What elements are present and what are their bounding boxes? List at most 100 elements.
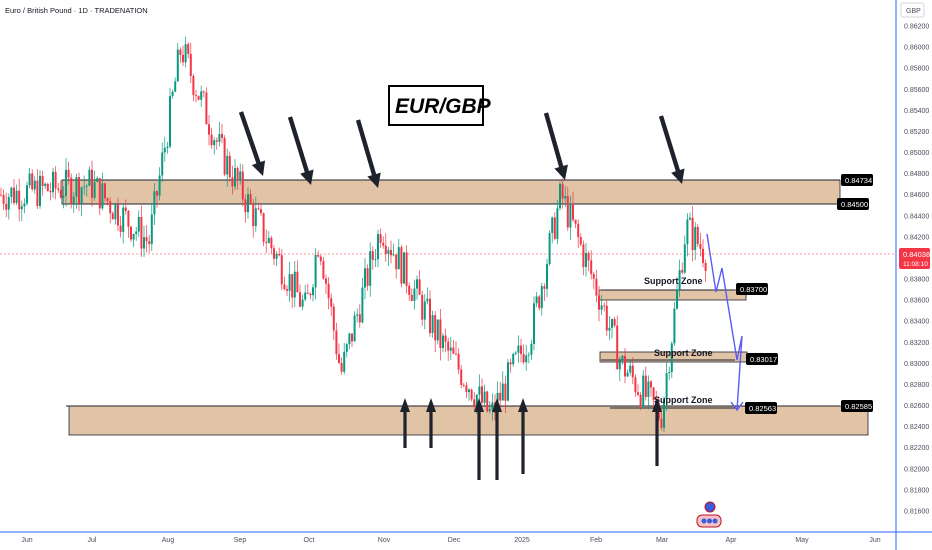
- price-axis[interactable]: 0.86200 0.86000 0.85800 0.85600 0.85400 0.852…: [904, 24, 929, 516]
- candle-body: [577, 223, 580, 238]
- candle-body: [647, 381, 650, 397]
- candle-body: [475, 394, 478, 407]
- candle-body: [114, 203, 117, 220]
- support-zone-1: [598, 289, 747, 301]
- candle-body: [442, 335, 444, 348]
- candle-body: [80, 187, 83, 204]
- chart-title-box[interactable]: EUR/GBP: [388, 85, 492, 126]
- candle-body: [452, 347, 455, 354]
- candle-body: [179, 49, 182, 55]
- candle-body: [473, 399, 476, 407]
- candle-body: [561, 183, 564, 199]
- candle-body: [36, 180, 39, 206]
- candle-body: [483, 391, 486, 403]
- candle-body: [93, 181, 96, 198]
- candle-body: [306, 292, 309, 294]
- candle-body: [504, 383, 507, 401]
- up-arrow-icon: [518, 398, 528, 474]
- candle-body: [327, 283, 330, 299]
- candle-body: [439, 319, 442, 348]
- y-tick-label: 0.85000: [904, 150, 929, 157]
- y-tick-label: 0.84400: [904, 213, 929, 220]
- candle-body: [413, 288, 416, 301]
- candle-body: [590, 260, 593, 275]
- candle-body: [540, 286, 543, 309]
- x-tick-label: Oct: [304, 537, 315, 544]
- candle-body: [613, 318, 616, 326]
- candle-body: [460, 369, 463, 386]
- candle-body: [538, 296, 541, 309]
- candle-body: [2, 195, 5, 204]
- candle-body: [182, 54, 184, 63]
- candle-body: [218, 134, 221, 142]
- y-tick-label: 0.85400: [904, 108, 929, 115]
- candle-body: [140, 216, 143, 249]
- candle-body: [62, 195, 65, 198]
- candle-body: [361, 287, 364, 323]
- up-arrow-icon: [492, 398, 502, 480]
- x-tick-label: Nov: [378, 537, 391, 544]
- candle-body: [525, 355, 528, 363]
- candle-body: [13, 187, 15, 203]
- price-tag-text: 0.82585: [845, 402, 872, 411]
- symbol-title[interactable]: Euro / British Pound · 1D · TRADENATION: [5, 6, 148, 15]
- candle-body: [132, 233, 135, 240]
- candle-body: [153, 191, 156, 215]
- candle-body: [704, 262, 707, 271]
- candle-body: [447, 341, 450, 351]
- candle-body: [660, 418, 663, 428]
- candle-body: [28, 173, 31, 186]
- candle-body: [5, 203, 8, 210]
- plot-area[interactable]: [0, 0, 896, 532]
- time-axis[interactable]: Jun Jul Aug Sep Oct Nov Dec 2025 Feb Mar Apr May Jun: [21, 537, 880, 544]
- candle-body: [169, 96, 171, 147]
- candle-body: [384, 245, 387, 254]
- down-arrow-icon: [658, 115, 685, 184]
- candle-body: [520, 345, 522, 354]
- candle-body: [600, 305, 603, 310]
- price-tag-text: 0.83017: [750, 355, 777, 364]
- candle-body: [0, 194, 2, 196]
- candle-body: [608, 327, 611, 331]
- candle-body: [283, 284, 286, 290]
- support-zone-label-2: Support Zone: [654, 348, 713, 358]
- x-tick-label: 2025: [514, 537, 530, 544]
- candle-body: [49, 191, 52, 193]
- candle-body: [696, 226, 699, 245]
- candle-body: [39, 175, 41, 206]
- candle-body: [291, 274, 294, 298]
- candle-body: [553, 217, 556, 239]
- candle-body: [221, 134, 223, 138]
- candle-body: [187, 44, 190, 54]
- y-tick-label: 0.83800: [904, 277, 929, 284]
- candle-body: [374, 259, 377, 260]
- candle-body: [322, 261, 325, 279]
- candle-body: [522, 353, 525, 363]
- countdown-value: 11:08:10: [903, 261, 928, 268]
- up-arrow-icon: [400, 398, 410, 448]
- candle-body: [299, 292, 301, 307]
- candle-body: [465, 385, 468, 393]
- candle-body: [101, 183, 104, 209]
- candle-body: [626, 372, 629, 377]
- candle-body: [382, 242, 385, 246]
- candle-body: [351, 333, 353, 342]
- y-tick-label: 0.84200: [904, 234, 929, 241]
- y-tick-label: 0.84600: [904, 192, 929, 199]
- candle-body: [637, 392, 639, 395]
- candle-body: [41, 175, 44, 187]
- candle-body: [397, 247, 400, 270]
- currency-badge[interactable]: [900, 2, 925, 18]
- candle-body: [195, 95, 197, 96]
- candle-body: [449, 347, 452, 351]
- candle-body: [616, 325, 619, 370]
- candle-body: [621, 355, 624, 361]
- candle-body: [670, 343, 673, 373]
- candle-body: [46, 183, 49, 192]
- candle-body: [387, 249, 390, 254]
- x-tick-label: Jun: [21, 537, 32, 544]
- price-tag-82585: 0.82585: [841, 400, 873, 412]
- candle-body: [468, 389, 470, 393]
- candle-body: [491, 402, 494, 410]
